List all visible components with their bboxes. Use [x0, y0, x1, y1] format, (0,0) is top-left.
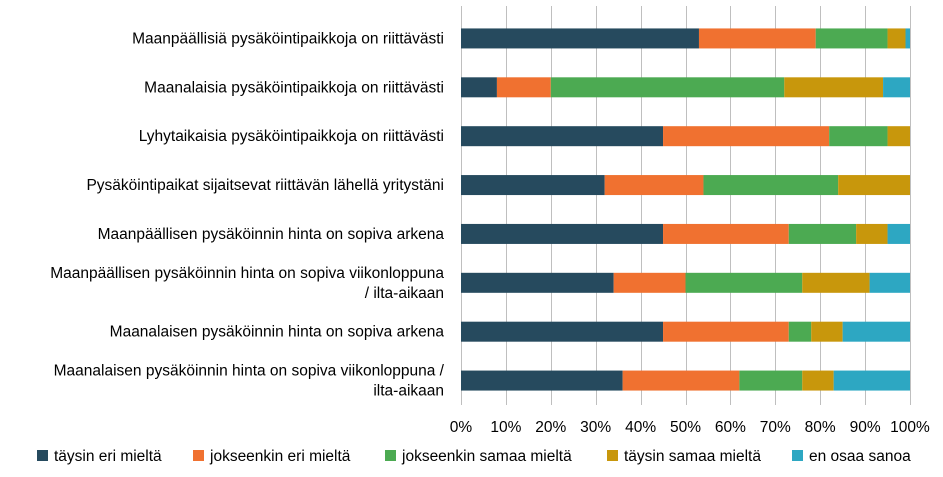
bar-segment	[784, 77, 884, 98]
x-tick-label: 70%	[760, 419, 791, 436]
bar-segment	[461, 126, 664, 147]
legend: täysin eri mieltä jokseenkin eri mieltä jo…	[37, 448, 911, 465]
bar-segment	[905, 28, 910, 49]
x-tick-label: 60%	[715, 419, 746, 436]
x-tick-label: 10%	[490, 419, 521, 436]
category-label: ilta-aikaan	[373, 383, 444, 400]
legend-item: jokseenkin eri mieltä	[193, 448, 351, 465]
bar-segment	[788, 223, 857, 244]
bar-segment	[496, 77, 551, 98]
legend-item: täysin eri mieltä	[37, 448, 162, 465]
legend-label: en osaa sanoa	[809, 448, 911, 465]
legend-swatch	[193, 450, 204, 461]
bar-segment	[815, 28, 888, 49]
bar-segment	[703, 175, 839, 196]
bar-segment	[613, 272, 686, 293]
bar-segment	[461, 272, 614, 293]
x-tick-label: 20%	[535, 419, 566, 436]
bar-segment	[887, 28, 906, 49]
bar-segment	[802, 272, 870, 293]
bar-segment	[887, 223, 910, 244]
legend-swatch	[792, 450, 803, 461]
legend-item: täysin samaa mieltä	[607, 448, 761, 465]
bar-segment	[856, 223, 888, 244]
gridlines	[461, 6, 911, 405]
bar-segment	[788, 321, 812, 342]
x-tick-label: 100%	[890, 419, 930, 436]
bar-segment	[663, 321, 789, 342]
category-label: Lyhytaikaisia pysäköintipaikkoja on riit…	[139, 128, 444, 145]
legend-label: jokseenkin samaa mieltä	[401, 448, 572, 465]
x-tick-label: 0%	[450, 419, 473, 436]
category-label: Maanpäällisiä pysäköintipaikkoja on riit…	[132, 30, 444, 47]
bar-segment	[685, 272, 803, 293]
legend-item: jokseenkin samaa mieltä	[385, 448, 572, 465]
bar-segment	[461, 77, 497, 98]
category-label: Pysäköintipaikat sijaitsevat riittävän l…	[86, 177, 444, 194]
bar-segment	[842, 321, 910, 342]
bar-segment	[739, 370, 803, 391]
bar-segment	[663, 223, 789, 244]
legend-label: täysin samaa mieltä	[624, 448, 761, 465]
category-label: / ilta-aikaan	[365, 285, 444, 302]
category-label: Maanpäällisen pysäköinnin hinta on sopiv…	[50, 265, 444, 282]
bar-segment	[883, 77, 910, 98]
bar-segment	[887, 126, 910, 147]
bar-segment	[698, 28, 816, 49]
category-label: Maanalaisen pysäköinnin hinta on sopiva …	[110, 324, 445, 341]
x-axis-ticks: 0% 10% 20% 30% 40% 50% 60% 70% 80% 90% 100%	[450, 419, 930, 436]
legend-item: en osaa sanoa	[792, 448, 911, 465]
category-label: Maanpäällisen pysäköinnin hinta on sopiv…	[98, 226, 445, 243]
bar-segment	[829, 126, 888, 147]
bar-segment	[461, 321, 664, 342]
category-labels: Maanpäällisiä pysäköintipaikkoja on riit…	[50, 30, 444, 399]
category-label: Maanalaisia pysäköintipaikkoja on riittä…	[144, 79, 444, 96]
bar-segment	[461, 223, 664, 244]
x-tick-label: 90%	[850, 419, 881, 436]
x-tick-label: 30%	[580, 419, 611, 436]
x-tick-label: 80%	[805, 419, 836, 436]
bar-segment	[604, 175, 704, 196]
bar-segment	[869, 272, 910, 293]
legend-label: jokseenkin eri mieltä	[209, 448, 351, 465]
bar-segment	[838, 175, 910, 196]
bars	[461, 28, 910, 391]
bar-segment	[461, 370, 623, 391]
x-tick-label: 40%	[625, 419, 656, 436]
x-tick-label: 50%	[670, 419, 701, 436]
bar-segment	[811, 321, 843, 342]
bar-segment	[622, 370, 740, 391]
legend-label: täysin eri mieltä	[54, 448, 162, 465]
category-label: Maanalaisen pysäköinnin hinta on sopiva …	[54, 363, 445, 380]
bar-segment	[663, 126, 830, 147]
bar-segment	[461, 175, 605, 196]
bar-segment	[461, 28, 699, 49]
legend-swatch	[607, 450, 618, 461]
bar-segment	[550, 77, 785, 98]
legend-swatch	[37, 450, 48, 461]
bar-segment	[833, 370, 910, 391]
bar-segment	[802, 370, 834, 391]
legend-swatch	[385, 450, 396, 461]
